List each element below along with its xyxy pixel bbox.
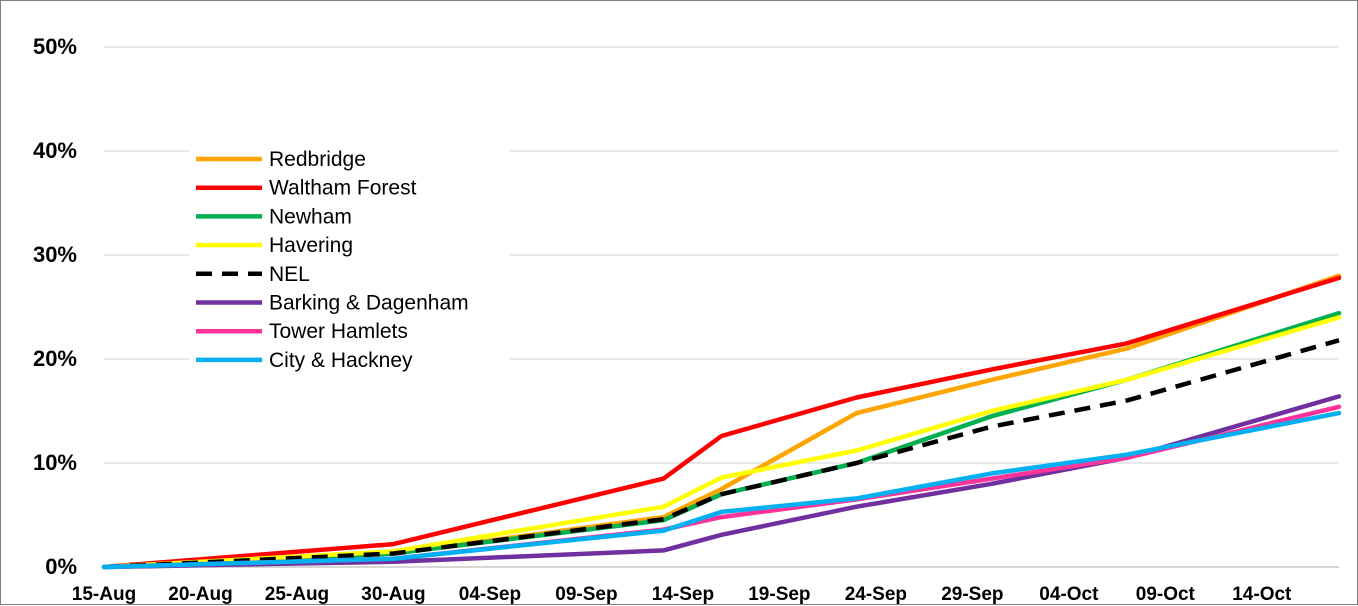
x-tick-label: 09-Sep (555, 584, 617, 605)
x-tick-label: 14-Sep (652, 584, 714, 605)
legend-label: Barking & Dagenham (269, 292, 469, 315)
x-tick-label: 14-Oct (1232, 584, 1292, 605)
y-tick-label: 10% (33, 450, 77, 475)
legend-label: Tower Hamlets (269, 320, 408, 343)
x-tick-label: 04-Sep (459, 584, 521, 605)
y-tick-label: 0% (45, 554, 77, 579)
y-tick-label: 20% (33, 346, 77, 371)
legend-label: Redbridge (269, 148, 366, 171)
x-tick-label: 20-Aug (168, 584, 232, 605)
x-tick-label: 09-Oct (1136, 584, 1196, 605)
y-tick-label: 40% (33, 138, 77, 163)
series-lines (101, 273, 1342, 570)
y-axis-ticks: 0% 10% 20% 30% 40% 50% (33, 34, 77, 579)
legend-label: NEL (269, 263, 310, 286)
legend-label: City & Hackney (269, 349, 413, 372)
x-tick-label: 04-Oct (1039, 584, 1099, 605)
legend-label: Havering (269, 234, 353, 257)
legend-label: Waltham Forest (269, 177, 417, 200)
x-axis-ticks: 15-Aug 20-Aug 25-Aug 30-Aug 04-Sep 09-Sep 14-S… (72, 584, 1292, 605)
legend-box (189, 143, 509, 379)
legend: Redbridge Waltham Forest Newham Havering NEL… (189, 143, 509, 379)
series-line-city-hackney (101, 410, 1342, 570)
x-tick-label: 19-Sep (748, 584, 810, 605)
series-line-waltham-forest (101, 275, 1342, 570)
series-line-havering (101, 315, 1342, 570)
series-line-barking-dagenham (101, 394, 1342, 570)
x-tick-label: 29-Sep (941, 584, 1003, 605)
legend-label: Newham (269, 205, 352, 228)
x-tick-label: 24-Sep (845, 584, 907, 605)
series-line-nel (103, 338, 1340, 570)
x-tick-label: 15-Aug (72, 584, 136, 605)
x-tick-label: 30-Aug (361, 584, 425, 605)
y-tick-label: 30% (33, 242, 77, 267)
x-tick-label: 25-Aug (265, 584, 329, 605)
y-tick-label: 50% (33, 34, 77, 59)
